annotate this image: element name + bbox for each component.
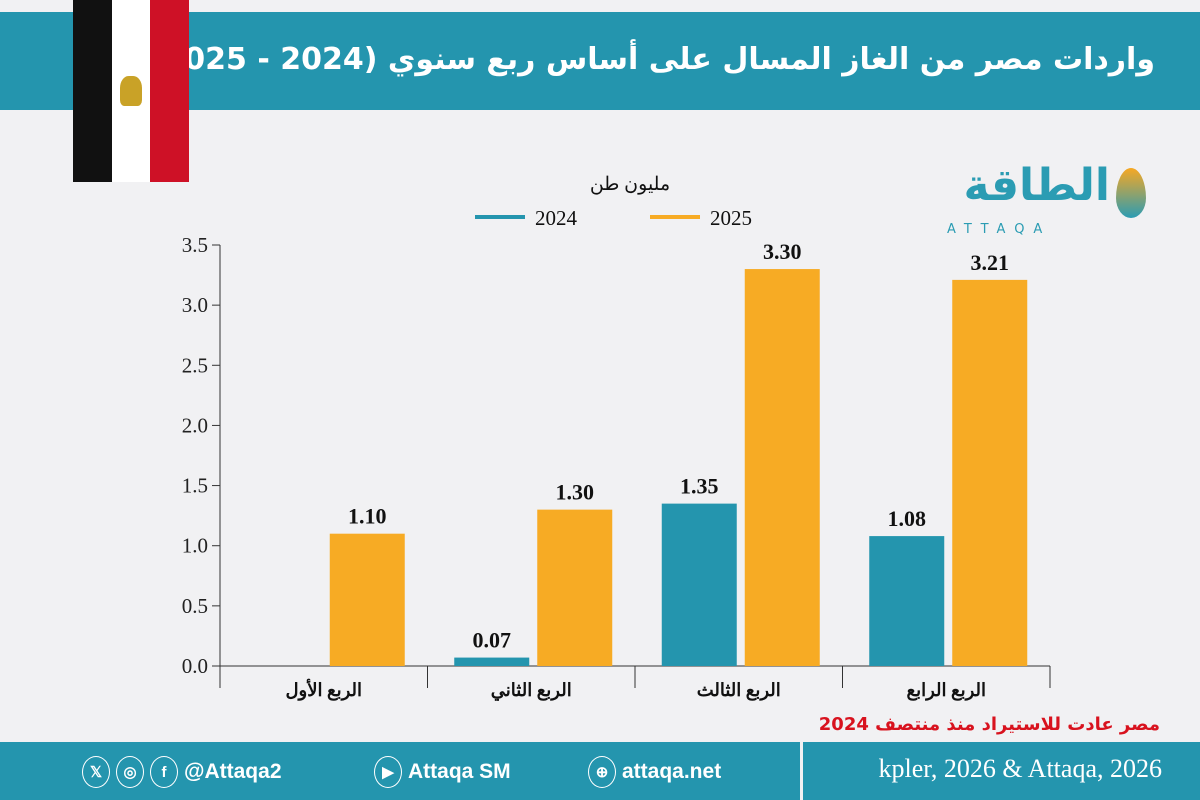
footer: 𝕏 ◎ f @Attaqa2 ▶ Attaqa SM ⊕ attaqa.net … [0, 742, 1200, 800]
data-label: 1.10 [348, 504, 387, 529]
y-tick-label: 2.0 [182, 413, 208, 437]
y-tick-label: 2.5 [182, 353, 208, 377]
y-tick-label: 1.0 [182, 534, 208, 558]
data-label: 1.30 [556, 480, 595, 505]
category-label: الربع الأول [285, 678, 362, 701]
website-link[interactable]: ⊕ attaqa.net [588, 756, 721, 788]
legend-label: 2025 [710, 206, 752, 230]
flag-white-stripe [111, 0, 151, 182]
data-label: 1.08 [888, 506, 927, 531]
youtube-label: Attaqa SM [408, 760, 511, 783]
bar-2025 [744, 269, 820, 666]
data-label: 1.35 [680, 474, 719, 499]
flag-red-stripe [150, 0, 190, 182]
bar-2025 [952, 279, 1028, 666]
bar-2024 [661, 503, 737, 666]
eagle-emblem-icon [120, 76, 142, 106]
data-label: 3.21 [971, 250, 1010, 275]
legend-label: 2024 [535, 206, 578, 230]
social-links: 𝕏 ◎ f @Attaqa2 [82, 756, 282, 788]
facebook-icon[interactable]: f [150, 756, 178, 788]
y-tick-label: 3.5 [182, 233, 208, 257]
y-tick-label: 1.5 [182, 474, 208, 498]
category-label: الربع الثاني [491, 680, 572, 701]
instagram-icon[interactable]: ◎ [116, 756, 144, 788]
egypt-flag [73, 0, 190, 182]
y-axis-unit: مليون طن [590, 174, 670, 195]
attaqa-logo: الطاقة ATTAQA [935, 160, 1150, 244]
footer-divider [800, 742, 803, 800]
bar-2025 [329, 533, 405, 666]
data-label: 3.30 [763, 239, 802, 264]
chart-note: مصر عادت للاستيراد منذ منتصف 2024 [818, 714, 1160, 735]
youtube-link[interactable]: ▶ Attaqa SM [374, 756, 511, 788]
data-label: 0.07 [473, 628, 512, 653]
website-label: attaqa.net [622, 760, 722, 783]
bar-2025 [537, 509, 613, 666]
youtube-icon: ▶ [374, 756, 402, 788]
y-tick-label: 0.0 [182, 654, 208, 678]
y-tick-label: 3.0 [182, 293, 208, 317]
logo-drop-icon [1116, 168, 1146, 218]
logo-english: ATTAQA [947, 222, 1052, 237]
logo-arabic: الطاقة [963, 160, 1110, 211]
social-handle[interactable]: @Attaqa2 [184, 760, 282, 783]
bar-2024 [869, 536, 945, 666]
globe-icon: ⊕ [588, 756, 616, 788]
y-tick-label: 0.5 [182, 594, 208, 618]
source-text: kpler, 2026 & Attaqa, 2026 [878, 754, 1162, 783]
x-icon[interactable]: 𝕏 [82, 756, 110, 788]
category-label: الربع الثالث [697, 680, 781, 701]
category-label: الربع الرابع [906, 680, 986, 701]
flag-black-stripe [73, 0, 112, 182]
bar-2024 [454, 657, 530, 666]
